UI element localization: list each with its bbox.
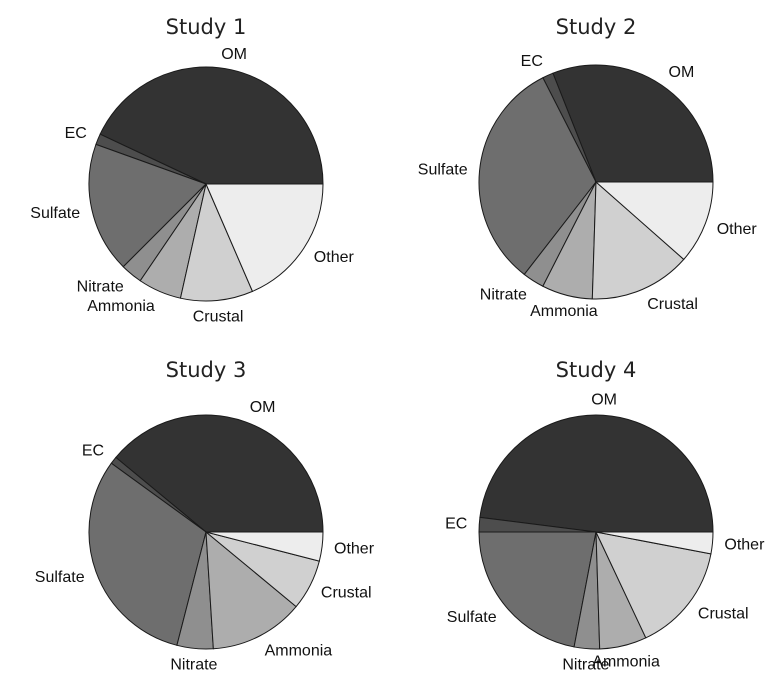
- slice-label-ec: EC: [521, 53, 543, 70]
- pie-slice-other: [594, 181, 714, 261]
- pie-slice-sulfate: [88, 143, 207, 268]
- study-1-panel: Study 1 OM EC Sulfate Nitrate Ammonia Crustal…: [30, 15, 354, 325]
- pie-slice-crustal: [591, 180, 685, 300]
- slice-label-ammonia: Ammonia: [530, 303, 598, 320]
- slice-label-ammonia: Ammonia: [265, 643, 333, 660]
- pie-slice-om: [479, 414, 714, 533]
- pie-slice-om: [552, 64, 714, 183]
- chart-title: Study 4: [556, 358, 637, 382]
- slice-label-crustal: Crustal: [698, 606, 749, 623]
- slice-label-sulfate: Sulfate: [418, 162, 468, 179]
- slice-label-nitrate: Nitrate: [562, 657, 609, 674]
- slice-label-other: Other: [334, 541, 375, 558]
- pie-slice-sulfate: [478, 77, 597, 276]
- slice-label-sulfate: Sulfate: [35, 569, 85, 586]
- slice-label-ammonia: Ammonia: [87, 298, 155, 315]
- slice-label-crustal: Crustal: [321, 584, 372, 601]
- study-3-pie: OM EC Sulfate Nitrate Ammonia Crustal Other: [35, 399, 375, 674]
- slice-label-om: OM: [221, 46, 247, 63]
- slice-label-ec: EC: [445, 516, 467, 533]
- pie-slice-other: [205, 183, 324, 293]
- pie-slice-other: [205, 531, 324, 562]
- slice-label-ammonia: Ammonia: [592, 653, 660, 670]
- slice-label-om: OM: [250, 399, 276, 416]
- pie-slice-sulfate: [478, 531, 597, 648]
- slice-label-other: Other: [717, 221, 758, 238]
- pie-slice-crustal: [179, 182, 254, 302]
- chart-title: Study 3: [166, 358, 247, 382]
- slice-label-nitrate: Nitrate: [77, 279, 124, 296]
- slice-label-ec: EC: [65, 125, 87, 142]
- study-3-panel: Study 3 OM EC Sulfate Nitrate Ammonia Crustal…: [35, 358, 375, 673]
- pie-slice-om: [115, 414, 324, 533]
- slice-label-other: Other: [724, 537, 765, 554]
- slice-label-nitrate: Nitrate: [170, 656, 217, 673]
- slice-label-crustal: Crustal: [193, 308, 244, 325]
- pie-slice-sulfate: [88, 462, 207, 646]
- pie-slice-other: [595, 531, 714, 555]
- pie-slice-crustal: [595, 531, 712, 639]
- pie-slice-om: [99, 66, 324, 185]
- slice-label-om: OM: [669, 64, 695, 81]
- pie-slice-ammonia: [205, 530, 297, 650]
- chart-title: Study 2: [556, 15, 637, 39]
- chart-title: Study 1: [166, 15, 247, 39]
- slice-label-nitrate: Nitrate: [480, 286, 527, 303]
- study-1-pie: OM EC Sulfate Nitrate Ammonia Crustal Other: [30, 46, 354, 325]
- slice-label-crustal: Crustal: [647, 296, 698, 313]
- slice-label-sulfate: Sulfate: [447, 609, 497, 626]
- slice-label-other: Other: [314, 249, 355, 266]
- slice-label-ec: EC: [82, 443, 104, 460]
- slice-label-sulfate: Sulfate: [30, 205, 80, 222]
- slice-label-om: OM: [591, 391, 617, 408]
